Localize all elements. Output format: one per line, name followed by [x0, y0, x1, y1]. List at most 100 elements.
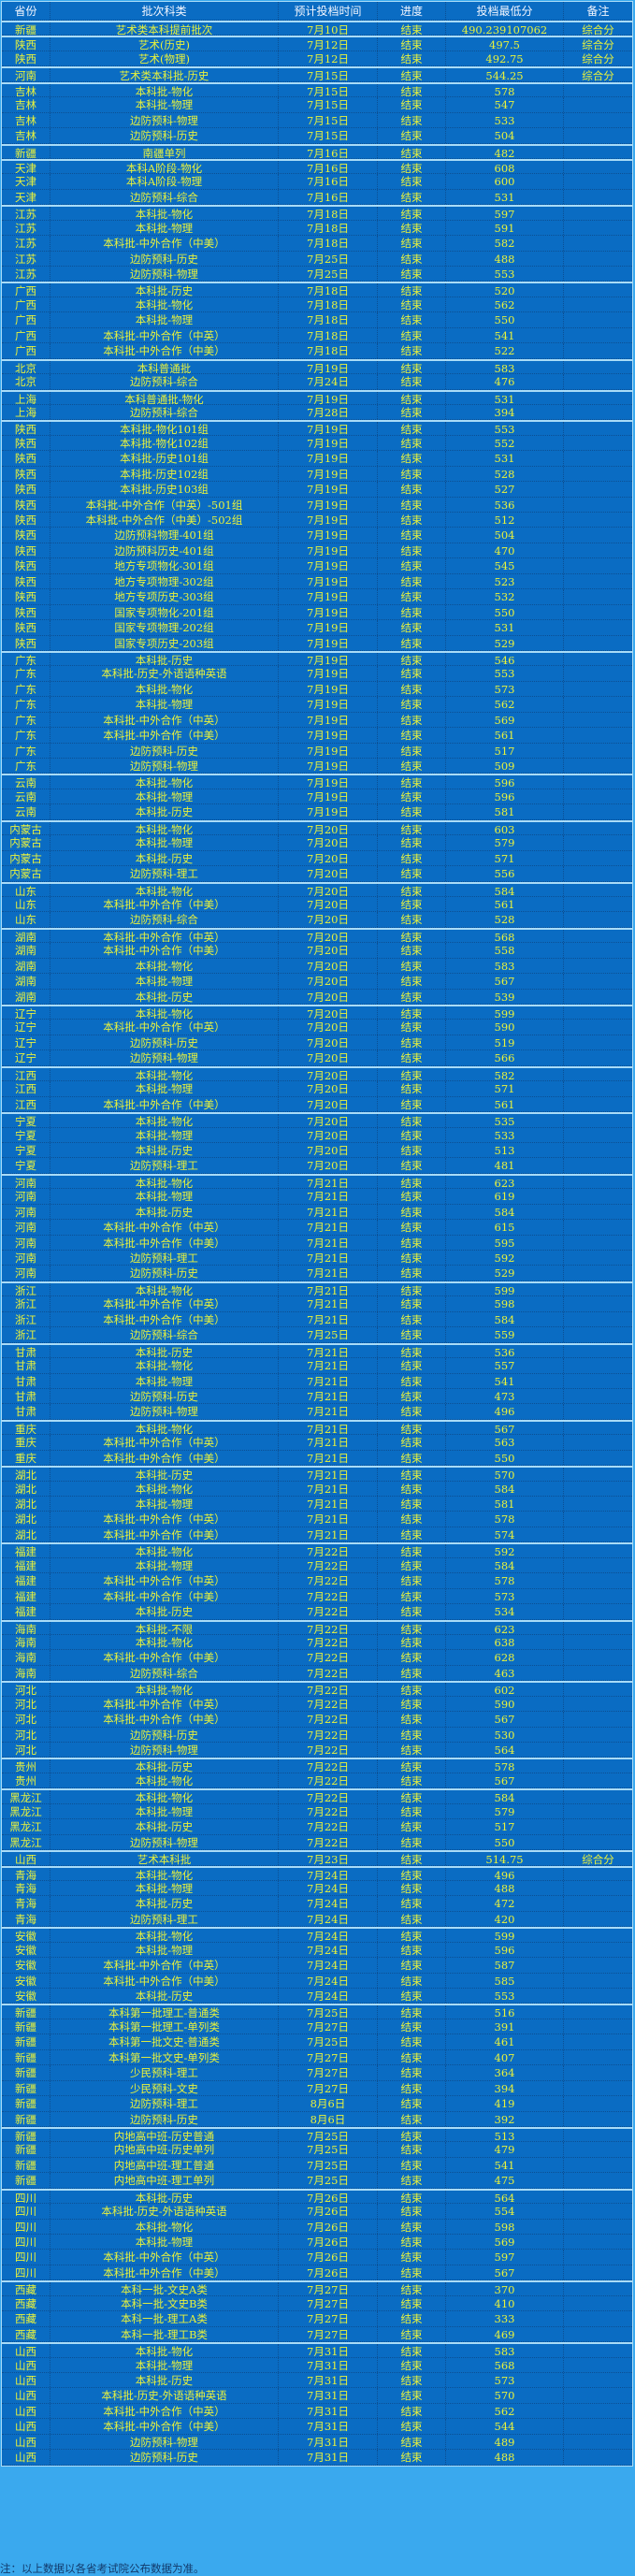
cell-province: 河南	[2, 1251, 51, 1266]
cell-province: 河南	[2, 68, 51, 81]
table-row: 西藏 本科一批-理工A类 7月27日 结束 333	[2, 2311, 632, 2327]
table-row: 宁夏 本科批-物理 7月20日 结束 533	[2, 1127, 632, 1143]
cell-date: 7月26日	[279, 2265, 378, 2280]
cell-date: 7月24日	[279, 1867, 378, 1880]
cell-min-score: 470	[446, 543, 564, 558]
cell-min-score: 599	[446, 1929, 564, 1942]
cell-date: 7月19日	[279, 360, 378, 374]
cell-min-score: 558	[446, 943, 564, 958]
cell-date: 7月19日	[279, 482, 378, 497]
cell-progress: 结束	[378, 974, 446, 989]
cell-batch: 本科批-历史	[51, 652, 279, 666]
cell-min-score: 568	[446, 929, 564, 943]
cell-batch: 本科批-物化	[51, 1867, 279, 1880]
cell-progress: 结束	[378, 2157, 446, 2173]
cell-batch: 本科批-物理	[51, 1942, 279, 1958]
cell-note	[564, 436, 632, 450]
table-row: 黑龙江 本科批-物理 7月22日 结束 579	[2, 1803, 632, 1820]
table-row: 重庆 本科批-中外合作（中美） 7月21日 结束 550	[2, 1450, 632, 1467]
footer-note: 注：以上数据以各省考试院公布数据为准。	[0, 2562, 205, 2575]
cell-progress: 结束	[378, 1358, 446, 1373]
cell-province: 河南	[2, 1175, 51, 1189]
cell-progress: 结束	[378, 513, 446, 528]
cell-province: 海南	[2, 1621, 51, 1634]
cell-progress: 结束	[378, 1557, 446, 1573]
cell-progress: 结束	[378, 866, 446, 881]
table-row: 黑龙江 本科批-物化 7月22日 结束 584	[2, 1788, 632, 1804]
cell-min-score: 569	[446, 2235, 564, 2250]
cell-batch: 本科第一批文史-单列类	[51, 2049, 279, 2065]
cell-batch: 边防预科-物理	[51, 2434, 279, 2450]
table-row: 黑龙江 边防预科-物理 7月22日 结束 550	[2, 1834, 632, 1851]
cell-min-score: 528	[446, 912, 564, 927]
cell-date: 7月21日	[279, 1175, 378, 1189]
cell-date: 7月20日	[279, 1035, 378, 1050]
cell-batch: 本科批-物化	[51, 1929, 279, 1942]
cell-province: 新疆	[2, 2080, 51, 2096]
table-row: 海南 边防预科-综合 7月22日 结束 463	[2, 1665, 632, 1682]
table-row: 湖南 本科批-中外合作（中英） 7月20日 结束 568	[2, 927, 632, 944]
table-row: 陕西 地方专项物化-301组 7月19日 结束 545	[2, 558, 632, 574]
table-row: 青海 边防预科-理工 7月24日 结束 420	[2, 1911, 632, 1928]
cell-note	[564, 990, 632, 1004]
cell-progress: 结束	[378, 1665, 446, 1681]
cell-note	[564, 2191, 632, 2203]
table-row: 新疆 本科第一批理工-单列类 7月27日 结束 391	[2, 2019, 632, 2035]
cell-date: 7月22日	[279, 1803, 378, 1819]
cell-progress: 结束	[378, 1497, 446, 1512]
cell-batch: 本科批-物化	[51, 775, 279, 789]
cell-batch: 本科批-历史	[51, 1344, 279, 1358]
cell-batch: 本科批-中外合作（中美）	[51, 943, 279, 958]
cell-province: 湖南	[2, 974, 51, 989]
cell-progress: 结束	[378, 558, 446, 573]
cell-note	[564, 2344, 632, 2356]
cell-note	[564, 2435, 632, 2449]
cell-min-score: 615	[446, 1220, 564, 1235]
cell-progress: 结束	[378, 1929, 446, 1942]
cell-min-score: 590	[446, 1020, 564, 1035]
cell-province: 河北	[2, 1712, 51, 1727]
cell-date: 7月15日	[279, 112, 378, 128]
cell-min-score: 570	[446, 2388, 564, 2403]
cell-note	[564, 392, 632, 404]
cell-batch: 本科批-物化	[51, 1773, 279, 1788]
cell-province: 辽宁	[2, 1020, 51, 1035]
cell-batch: 本科批-物理	[51, 697, 279, 712]
cell-progress: 结束	[378, 374, 446, 389]
table-row: 内蒙古 本科批-物理 7月20日 结束 579	[2, 835, 632, 851]
cell-progress: 结束	[378, 2128, 446, 2142]
cell-min-score: 496	[446, 1867, 564, 1880]
table-row: 吉林 本科批-物理 7月15日 结束 547	[2, 97, 632, 113]
table-row: 青海 本科批-物理 7月24日 结束 488	[2, 1880, 632, 1897]
cell-min-score: 490.239107062	[446, 22, 564, 36]
cell-province: 湖南	[2, 943, 51, 958]
cell-min-score: 550	[446, 1834, 564, 1850]
cell-province: 西藏	[2, 2282, 51, 2295]
cell-progress: 结束	[378, 728, 446, 743]
cell-batch: 本科批-历史101组	[51, 451, 279, 466]
cell-date: 7月18日	[279, 220, 378, 236]
table-row: 宁夏 边防预科-理工 7月20日 结束 481	[2, 1158, 632, 1174]
cell-batch: 本科一批-理工A类	[51, 2311, 279, 2326]
cell-min-score: 488	[446, 1880, 564, 1896]
cell-progress: 结束	[378, 2265, 446, 2280]
table-row: 陕西 国家专项物化-201组 7月19日 结束 550	[2, 604, 632, 621]
cell-note	[564, 1374, 632, 1388]
header-note: 备注	[586, 5, 610, 18]
cell-min-score: 523	[446, 573, 564, 589]
cell-date: 7月15日	[279, 128, 378, 143]
cell-note	[564, 2311, 632, 2325]
cell-min-score: 553	[446, 267, 564, 282]
cell-min-score: 520	[446, 283, 564, 297]
table-row: 广东 边防预科-物理 7月19日 结束 509	[2, 759, 632, 774]
cell-province: 陕西	[2, 51, 51, 66]
cell-province: 福建	[2, 1557, 51, 1573]
cell-province: 四川	[2, 2265, 51, 2280]
cell-batch: 边防预科-物理	[51, 1404, 279, 1419]
cell-province: 吉林	[2, 97, 51, 112]
cell-date: 7月22日	[279, 1743, 378, 1758]
table-row: 陕西 本科批-历史103组 7月19日 结束 527	[2, 482, 632, 498]
cell-min-score: 541	[446, 2157, 564, 2173]
table-row: 内蒙古 本科批-历史 7月20日 结束 571	[2, 850, 632, 867]
cell-batch: 地方专项物理-302组	[51, 573, 279, 589]
